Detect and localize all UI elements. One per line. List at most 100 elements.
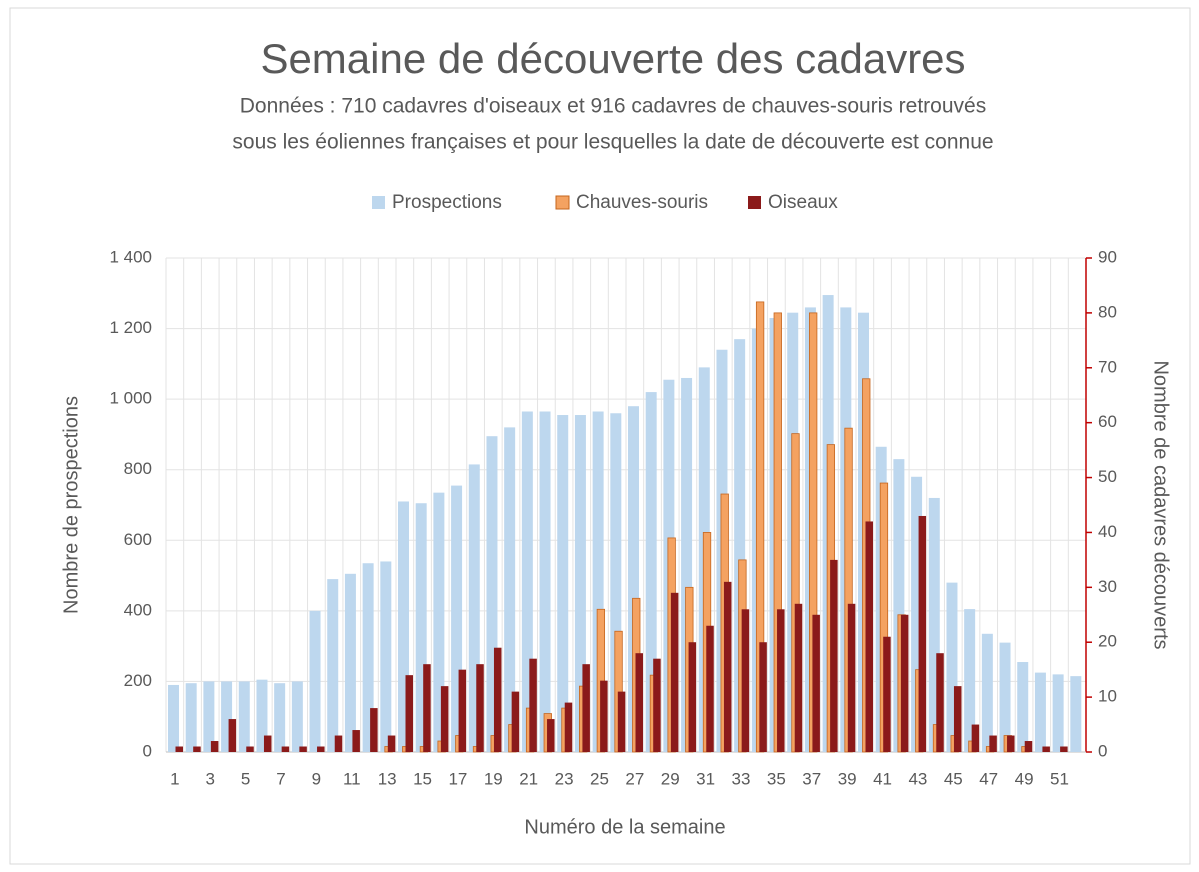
bar — [681, 377, 693, 752]
y2-tick-label: 50 — [1098, 467, 1117, 486]
x-tick-label: 39 — [838, 769, 857, 788]
bar — [1052, 674, 1064, 752]
bar — [327, 579, 339, 752]
y-tick-label: 200 — [124, 671, 152, 690]
legend-label: Oiseaux — [768, 192, 838, 213]
bar — [246, 746, 254, 752]
bar — [440, 686, 449, 752]
x-tick-label: 35 — [767, 769, 786, 788]
bar — [592, 411, 604, 752]
bar — [193, 746, 201, 752]
bar — [981, 633, 993, 752]
x-tick-label: 51 — [1050, 769, 1069, 788]
bar — [370, 708, 378, 752]
bar — [281, 746, 290, 752]
y-tick-label: 800 — [124, 459, 152, 478]
bar — [911, 476, 923, 752]
bar — [759, 642, 767, 752]
bar — [334, 735, 343, 752]
y2-tick-label: 90 — [1098, 247, 1117, 266]
bar — [317, 746, 325, 752]
bar — [291, 681, 303, 752]
y2-tick-label: 60 — [1098, 412, 1117, 431]
bar — [600, 680, 608, 752]
y2-tick-label: 20 — [1098, 632, 1117, 651]
bar — [221, 681, 233, 752]
y2-tick-label: 80 — [1098, 302, 1117, 321]
bar — [493, 647, 502, 752]
x-tick-label: 27 — [625, 769, 644, 788]
bar — [723, 581, 732, 752]
bar — [645, 392, 657, 752]
bar — [564, 702, 573, 752]
bar — [964, 609, 976, 752]
x-tick-label: 3 — [205, 769, 214, 788]
bar — [256, 679, 268, 752]
bar — [706, 625, 714, 752]
x-tick-label: 31 — [696, 769, 715, 788]
y-tick-label: 0 — [143, 741, 152, 760]
bar — [734, 339, 746, 752]
bar — [415, 503, 427, 752]
y-axis-title: Nombre de prospections — [60, 396, 82, 614]
legend-swatch — [748, 196, 761, 209]
bar — [486, 436, 498, 752]
bar — [185, 683, 197, 752]
x-tick-label: 19 — [484, 769, 503, 788]
bar — [989, 735, 997, 752]
bar — [847, 603, 856, 752]
x-tick-label: 17 — [448, 769, 467, 788]
bar — [610, 413, 622, 752]
bar — [1034, 672, 1046, 752]
bar — [352, 730, 360, 752]
bar — [203, 681, 215, 752]
bar — [777, 609, 785, 752]
y2-tick-label: 40 — [1098, 522, 1117, 541]
bar — [451, 485, 463, 752]
x-tick-label: 33 — [732, 769, 751, 788]
y-tick-label: 1 400 — [109, 247, 152, 266]
x-tick-label: 41 — [873, 769, 892, 788]
x-tick-label: 15 — [413, 769, 432, 788]
bar — [405, 675, 413, 752]
bar — [511, 691, 520, 752]
y2-tick-label: 30 — [1098, 577, 1117, 596]
x-tick-label: 47 — [979, 769, 998, 788]
x-tick-label: 49 — [1015, 769, 1034, 788]
x-axis-title: Numéro de la semaine — [524, 816, 725, 838]
bar — [539, 411, 551, 752]
bar — [1060, 746, 1068, 752]
y-tick-label: 1 000 — [109, 389, 152, 408]
x-tick-label: 1 — [170, 769, 179, 788]
bar — [521, 411, 533, 752]
x-tick-label: 13 — [378, 769, 397, 788]
bar — [1070, 676, 1082, 752]
bar — [582, 664, 590, 752]
bar — [387, 735, 396, 752]
bar — [344, 573, 356, 752]
frame — [9, 7, 1191, 865]
bar — [617, 691, 626, 752]
bar — [557, 415, 569, 752]
legend-label: Prospections — [392, 192, 502, 213]
bar — [238, 681, 250, 752]
bar — [1042, 746, 1050, 752]
x-tick-label: 23 — [555, 769, 574, 788]
bar — [936, 653, 944, 752]
bar — [210, 741, 219, 752]
chart-title: Semaine de découverte des cadavres — [260, 35, 965, 82]
bar — [999, 642, 1011, 752]
bar — [928, 497, 940, 752]
legend-swatch — [555, 195, 570, 210]
y-tick-label: 1 200 — [109, 318, 152, 337]
bar — [529, 658, 537, 752]
x-tick-label: 37 — [802, 769, 821, 788]
bar — [1007, 735, 1015, 752]
bar — [309, 610, 321, 752]
bar — [893, 459, 905, 752]
y-tick-label: 600 — [124, 530, 152, 549]
legend-swatch — [372, 196, 385, 209]
bar — [812, 614, 820, 752]
bar — [228, 719, 237, 752]
